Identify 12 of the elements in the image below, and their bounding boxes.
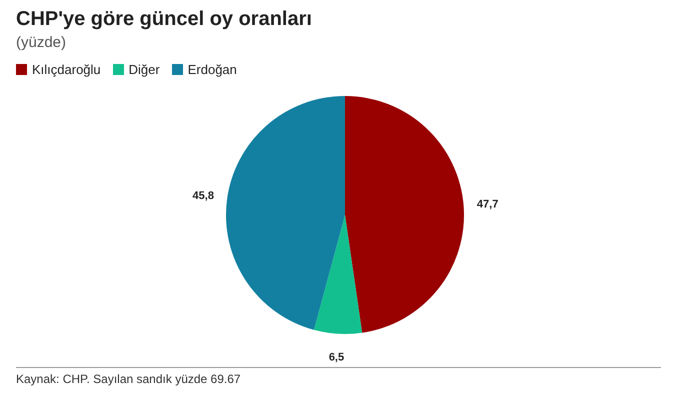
legend-label: Diğer (128, 62, 160, 77)
pie-slice (345, 96, 464, 333)
text: Kaynak: CHP. Sayılan sandık yüzde 69.67 (16, 372, 241, 386)
data-label: 47,7 (476, 198, 498, 211)
data-label: 6,5 (328, 352, 344, 364)
legend-label: Kılıçdaroğlu (32, 62, 101, 77)
pie-slice (314, 215, 362, 334)
pie-slice (226, 96, 345, 330)
data-label: 45,8 (192, 190, 214, 202)
chart-title: CHP'ye göre güncel oy oranları (16, 8, 312, 31)
legend-label: Erdoğan (188, 62, 237, 77)
chart-subtitle: (yüzde) (16, 34, 66, 51)
